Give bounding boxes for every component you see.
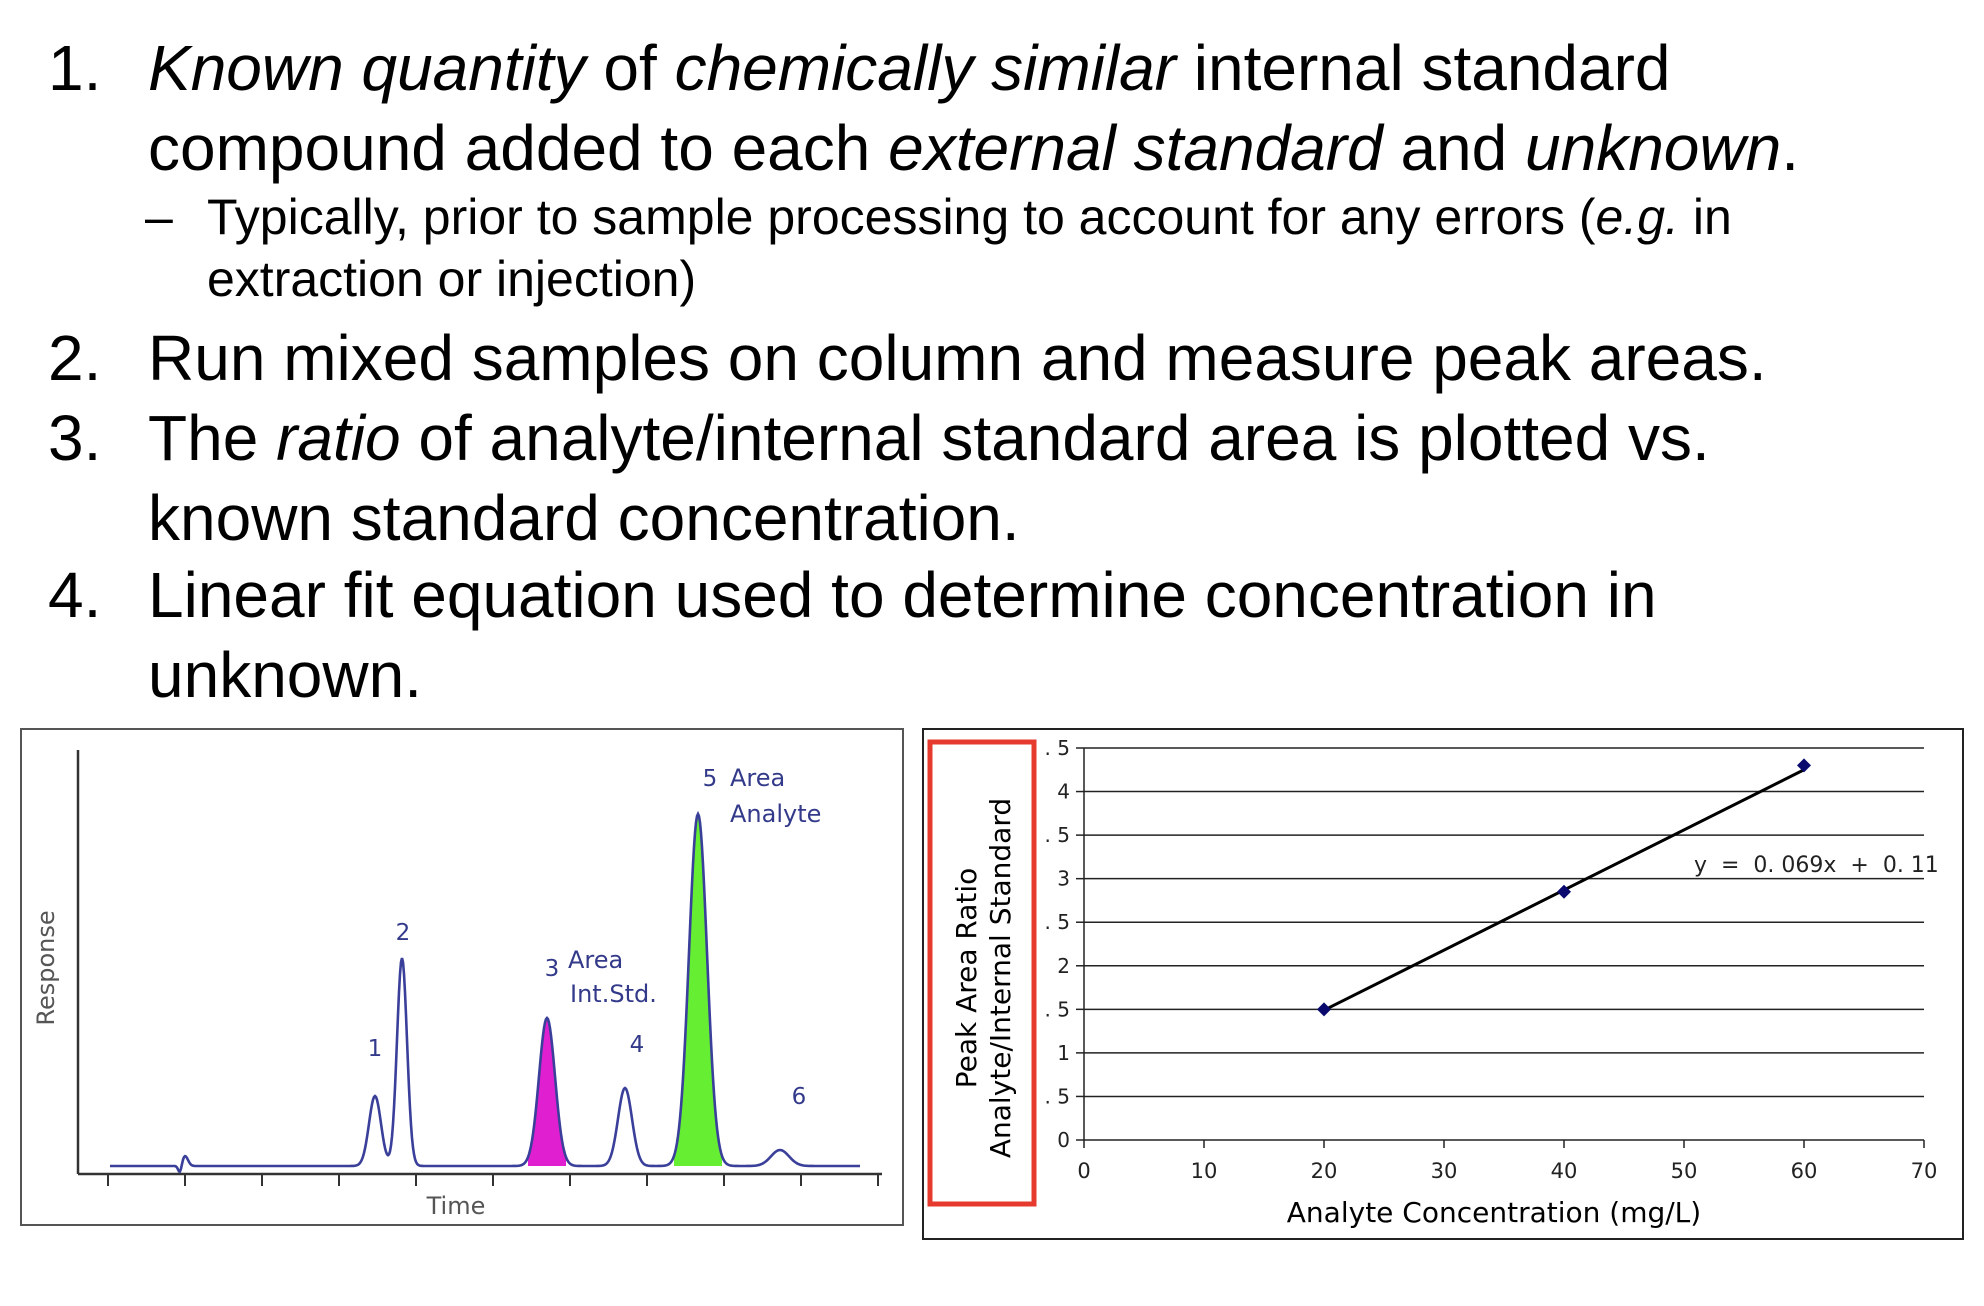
sub-text: Typically, prior to sample processing to…	[207, 186, 1732, 310]
data-point-3	[1797, 758, 1811, 773]
y-tick-label: 2	[1057, 954, 1070, 978]
peak-number-1: 1	[368, 1036, 383, 1062]
list-number: 1.	[48, 32, 102, 104]
chromatogram-trace	[110, 810, 860, 1173]
chromatogram-y-label: Response	[32, 910, 60, 1025]
text-run: unknown.	[148, 639, 422, 711]
text-run: compound added to each	[148, 112, 889, 184]
annotation-internal-standard-2: Int.Std.	[570, 980, 657, 1008]
y-tick-label: . 5	[1045, 1084, 1070, 1108]
list-text: Run mixed samples on column and measure …	[148, 318, 1767, 398]
chromatogram-x-label: Time	[426, 1192, 486, 1220]
peak-fill-analyte	[674, 814, 722, 1166]
y-tick-label: 4	[1057, 780, 1070, 804]
list-number: 4.	[48, 559, 102, 631]
calibration-y-tick-labels: 0 . 5 1 . 5 2 . 5 3 . 5 4 . 5	[1045, 736, 1070, 1152]
text-run: Linear fit equation used to determine co…	[148, 559, 1657, 631]
x-tick-label: 70	[1911, 1159, 1938, 1183]
text-run: The	[148, 402, 277, 474]
y-tick-label: . 5	[1045, 910, 1070, 934]
x-tick-label: 40	[1551, 1159, 1578, 1183]
text-run: e.g.	[1595, 189, 1679, 245]
annotation-analyte-1: Area	[730, 764, 785, 792]
text-run: known standard concentration.	[148, 482, 1020, 554]
text-line: Known quantity of chemically similar int…	[148, 28, 1799, 108]
chromatogram-ticks	[107, 1174, 879, 1186]
data-point-2	[1557, 884, 1571, 899]
text-run: .	[1781, 112, 1799, 184]
peak-fill-internal-standard	[528, 1018, 566, 1166]
y-axis-highlight-box	[927, 739, 1037, 1207]
peak-number-6: 6	[792, 1084, 807, 1110]
text-run: Known quantity	[148, 32, 586, 104]
text-run: unknown	[1525, 112, 1782, 184]
text-run: chemically similar	[674, 32, 1176, 104]
chromatogram-frame	[20, 728, 904, 1226]
calibration-gridlines	[1076, 747, 1925, 1148]
y-tick-label: . 5	[1045, 997, 1070, 1021]
text-run: of analyte/internal standard area is plo…	[400, 402, 1710, 474]
text-run: extraction or injection)	[207, 251, 697, 307]
x-tick-label: 60	[1791, 1159, 1818, 1183]
data-point-1	[1317, 1002, 1331, 1017]
calibration-frame	[922, 728, 1964, 1240]
annotation-analyte-2: Analyte	[730, 800, 821, 828]
text-run: external standard	[888, 112, 1383, 184]
peak-number-3: 3	[545, 956, 560, 982]
chromatogram-chart: 1 2 3 4 5 6 Area Int.Std. Area Analyte Response T…	[20, 728, 904, 1226]
y-tick-label: 1	[1057, 1041, 1070, 1065]
chromatogram-peak-labels: 1 2 3 4 5 6 Area Int.Std. Area Analyte	[368, 764, 822, 1110]
text-line: The ratio of analyte/internal standard a…	[148, 398, 1710, 478]
calibration-x-label: Analyte Concentration (mg/L)	[1287, 1196, 1701, 1229]
x-tick-label: 50	[1671, 1159, 1698, 1183]
y-tick-label: . 5	[1045, 823, 1070, 847]
text-line: Typically, prior to sample processing to…	[207, 186, 1732, 248]
peak-number-4: 4	[630, 1032, 645, 1058]
trendline-equation: y = 0. 069x + 0. 11	[1694, 853, 1939, 878]
text-run: internal standard	[1175, 32, 1671, 104]
text-line: Run mixed samples on column and measure …	[148, 318, 1767, 398]
list-text: Known quantity of chemically similar int…	[148, 28, 1799, 188]
y-tick-label: . 5	[1045, 736, 1070, 760]
x-tick-label: 0	[1077, 1159, 1090, 1183]
peak-number-5: 5	[703, 766, 718, 792]
calibration-y-label-line-2: Analyte/Internal Standard	[984, 798, 1017, 1158]
annotation-internal-standard-1: Area	[568, 946, 623, 974]
calibration-chart: 0 . 5 1 . 5 2 . 5 3 . 5 4 . 5 0 10 20 30 40 50 60 70 y =…	[922, 728, 1964, 1240]
text-run: ratio	[276, 402, 401, 474]
x-tick-label: 30	[1431, 1159, 1458, 1183]
text-run: Typically, prior to sample processing to…	[207, 189, 1596, 245]
text-line: known standard concentration.	[148, 478, 1710, 558]
text-run: Run mixed samples on column and measure …	[148, 322, 1767, 394]
list-number: 2.	[48, 322, 102, 394]
peak-number-2: 2	[396, 920, 411, 946]
text-run: of	[585, 32, 675, 104]
y-tick-label: 0	[1057, 1128, 1070, 1152]
slide-text: 1. Known quantity of chemically similar …	[48, 28, 1799, 715]
list-number: 3.	[48, 402, 102, 474]
text-run: and	[1382, 112, 1525, 184]
text-run: in	[1678, 189, 1732, 245]
x-tick-label: 10	[1191, 1159, 1218, 1183]
sub-dash: –	[145, 189, 173, 245]
calibration-points	[1317, 758, 1811, 1017]
x-tick-label: 20	[1311, 1159, 1338, 1183]
list-text: The ratio of analyte/internal standard a…	[148, 398, 1710, 558]
y-tick-label: 3	[1057, 867, 1070, 891]
text-line: unknown.	[148, 635, 1657, 715]
calibration-x-tick-labels: 0 10 20 30 40 50 60 70	[1077, 1159, 1937, 1183]
text-line: Linear fit equation used to determine co…	[148, 555, 1657, 635]
text-line: compound added to each external standard…	[148, 108, 1799, 188]
list-text: Linear fit equation used to determine co…	[148, 555, 1657, 715]
text-line: extraction or injection)	[207, 248, 1732, 310]
calibration-y-label-line-1: Peak Area Ratio	[950, 868, 983, 1089]
